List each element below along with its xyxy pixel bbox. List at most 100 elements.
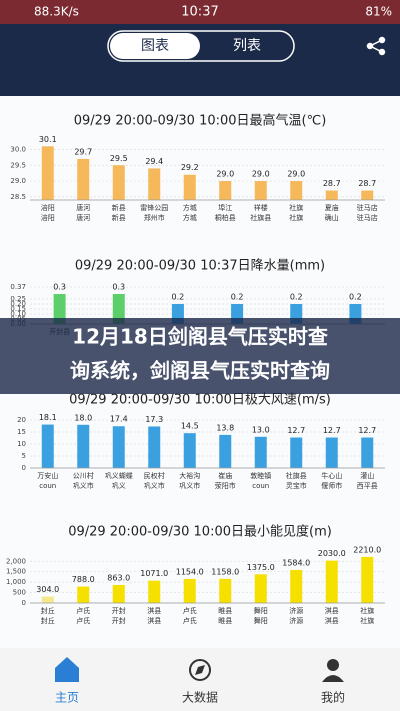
y-tick-label: 0 — [22, 599, 26, 607]
value-label: 28.7 — [323, 179, 341, 188]
x-tick-label: 封丘 — [41, 616, 55, 625]
nav-label[interactable]: 我的 — [321, 690, 345, 705]
value-label: 29.7 — [74, 147, 92, 156]
overlay — [0, 318, 400, 394]
x-tick-label: 卢氏 — [76, 616, 90, 625]
value-label: 29.5 — [110, 154, 128, 163]
x-tick-label: 淇县 — [147, 607, 161, 615]
x-tick-label: 卢氏 — [76, 606, 90, 615]
x-tick-label: 西平县 — [357, 482, 378, 490]
x-tick-label: 万安山 — [37, 471, 58, 480]
x-tick-label: 夏庙 — [325, 203, 339, 212]
value-label: 0.3 — [53, 283, 66, 292]
value-label: 12.7 — [323, 426, 341, 435]
chart-title: 09/29 20:00-09/30 10:37日降水量(mm) — [75, 259, 325, 274]
value-label: 2030.0 — [318, 549, 346, 558]
y-tick-label: 0.15 — [10, 305, 26, 313]
bar — [41, 424, 54, 468]
value-label: 29.4 — [145, 157, 163, 166]
value-label: 29.0 — [252, 170, 270, 179]
y-tick-label: 5 — [22, 452, 26, 460]
value-label: 1154.0 — [176, 567, 204, 576]
value-label: 17.4 — [110, 415, 128, 424]
bar — [112, 426, 125, 468]
value-label: 28.7 — [358, 179, 376, 188]
x-tick-label: 开封 — [112, 616, 126, 625]
x-tick-label: 桐柏县 — [215, 213, 236, 222]
bar — [183, 578, 196, 603]
x-tick-label: 社旗 — [289, 203, 303, 212]
x-tick-label: 社旗 — [360, 616, 374, 625]
x-tick-label: 灵宝市 — [286, 481, 307, 490]
value-label: 863.0 — [107, 573, 130, 582]
value-label: 29.2 — [181, 163, 199, 172]
x-tick-label: 埠江 — [218, 203, 232, 212]
y-tick-label: 28.5 — [10, 193, 26, 201]
value-label: 0.2 — [172, 293, 185, 302]
bar — [325, 190, 338, 200]
x-tick-label: 舞阳 — [254, 606, 268, 615]
y-tick-label: 15 — [17, 428, 26, 436]
x-tick-label: 公川村 — [73, 471, 94, 480]
bar — [361, 556, 374, 603]
value-label: 14.5 — [181, 422, 199, 431]
bar — [77, 586, 90, 603]
nav-label[interactable]: 大数据 — [182, 690, 218, 705]
bar — [219, 434, 232, 468]
user-icon[interactable] — [327, 659, 339, 671]
x-tick-label: 睢县 — [218, 606, 232, 615]
bar — [183, 174, 196, 200]
tab-selected[interactable] — [110, 33, 200, 59]
x-tick-label: 巩义 — [112, 482, 126, 490]
value-label: 18.1 — [39, 413, 57, 422]
home-icon[interactable] — [55, 657, 79, 682]
x-tick-label: 唐河 — [76, 213, 90, 222]
x-tick-label: 新县 — [112, 203, 126, 212]
bar — [112, 165, 125, 200]
bar — [290, 181, 303, 200]
y-tick-label: 0.10 — [10, 310, 26, 318]
x-tick-label: 淇县 — [147, 617, 161, 625]
bar — [53, 294, 66, 324]
x-tick-label: 驻马店 — [357, 203, 378, 212]
value-label: 13.8 — [216, 423, 234, 432]
x-tick-label: 大裕沟 — [179, 471, 200, 480]
x-tick-label: 巩义蝴蝶 — [105, 471, 133, 480]
bar — [219, 578, 232, 603]
y-tick-label: 500 — [13, 589, 26, 597]
value-label: 0.2 — [290, 293, 303, 302]
y-tick-label: 30.0 — [10, 145, 26, 153]
bar — [254, 574, 267, 603]
tab-label[interactable]: 图表 — [141, 38, 169, 54]
bar — [254, 436, 267, 468]
x-tick-label: 涪阳 — [41, 203, 55, 212]
y-tick-label: 1,000 — [6, 578, 26, 586]
x-tick-label: 封丘 — [41, 606, 55, 615]
nav-label[interactable]: 主页 — [55, 691, 79, 705]
x-tick-label: 社旗 — [289, 213, 303, 222]
bar — [148, 426, 161, 468]
x-tick-label: 唐河 — [76, 203, 90, 212]
x-tick-label: 荥阳市 — [215, 481, 236, 490]
value-label: 29.0 — [287, 170, 305, 179]
bar — [361, 437, 374, 468]
user-icon-body — [322, 675, 344, 682]
y-tick-label: 29.0 — [10, 177, 26, 185]
x-tick-label: 卢氏 — [183, 616, 197, 625]
value-label: 0.3 — [112, 283, 125, 292]
compass-icon[interactable] — [189, 659, 211, 681]
x-tick-label: 巩义市 — [73, 481, 94, 490]
x-tick-label: 方城 — [183, 213, 197, 222]
x-tick-label: 偃师市 — [321, 481, 342, 490]
x-tick-label: 方城 — [183, 203, 197, 212]
value-label: 0.2 — [349, 293, 362, 302]
tab-label[interactable]: 列表 — [233, 38, 261, 54]
bar — [148, 580, 161, 603]
x-tick-label: 卢氏 — [183, 606, 197, 615]
chart-title: 09/29 20:00-09/30 10:00日最小能见度(m) — [68, 524, 332, 540]
x-tick-label: 敦睦镇 — [250, 471, 271, 480]
share-icon[interactable] — [366, 36, 386, 56]
chart-title: 09/29 20:00-09/30 10:00日最高气温(℃) — [74, 113, 327, 129]
bar — [112, 584, 125, 603]
bar — [290, 437, 303, 468]
